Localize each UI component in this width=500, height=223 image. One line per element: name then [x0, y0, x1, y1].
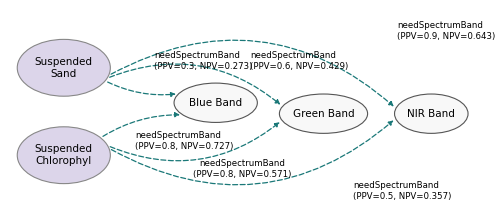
Text: needSpectrumBand: needSpectrumBand — [154, 51, 240, 60]
Text: needSpectrumBand: needSpectrumBand — [135, 131, 220, 140]
FancyArrowPatch shape — [103, 113, 178, 136]
Ellipse shape — [174, 83, 258, 122]
Text: (PPV=0.5, NPV=0.357): (PPV=0.5, NPV=0.357) — [353, 192, 452, 201]
Text: NIR Band: NIR Band — [408, 109, 455, 119]
Text: (PPV=0.6, NPV=0.429): (PPV=0.6, NPV=0.429) — [250, 62, 348, 71]
Text: (PPV=0.9, NPV=0.643): (PPV=0.9, NPV=0.643) — [397, 32, 495, 41]
Text: (PPV=0.8, NPV=0.727): (PPV=0.8, NPV=0.727) — [135, 142, 233, 151]
Ellipse shape — [394, 94, 468, 133]
Text: (PPV=0.3, NPV=0.273): (PPV=0.3, NPV=0.273) — [154, 62, 253, 71]
Text: Suspended
Sand: Suspended Sand — [35, 57, 93, 78]
Text: needSpectrumBand: needSpectrumBand — [200, 159, 286, 168]
FancyArrowPatch shape — [110, 64, 280, 104]
Text: (PPV=0.8, NPV=0.571): (PPV=0.8, NPV=0.571) — [194, 170, 292, 179]
Ellipse shape — [17, 39, 110, 96]
Text: Green Band: Green Band — [292, 109, 354, 119]
Text: Blue Band: Blue Band — [189, 98, 242, 108]
FancyArrowPatch shape — [108, 82, 174, 97]
Text: needSpectrumBand: needSpectrumBand — [353, 181, 439, 190]
FancyArrowPatch shape — [110, 123, 278, 161]
Ellipse shape — [17, 127, 110, 184]
FancyArrowPatch shape — [112, 121, 392, 185]
Text: needSpectrumBand: needSpectrumBand — [397, 21, 483, 30]
Text: needSpectrumBand: needSpectrumBand — [250, 51, 336, 60]
FancyArrowPatch shape — [111, 40, 393, 106]
Ellipse shape — [280, 94, 368, 133]
Text: Suspended
Chlorophyl: Suspended Chlorophyl — [35, 145, 93, 166]
